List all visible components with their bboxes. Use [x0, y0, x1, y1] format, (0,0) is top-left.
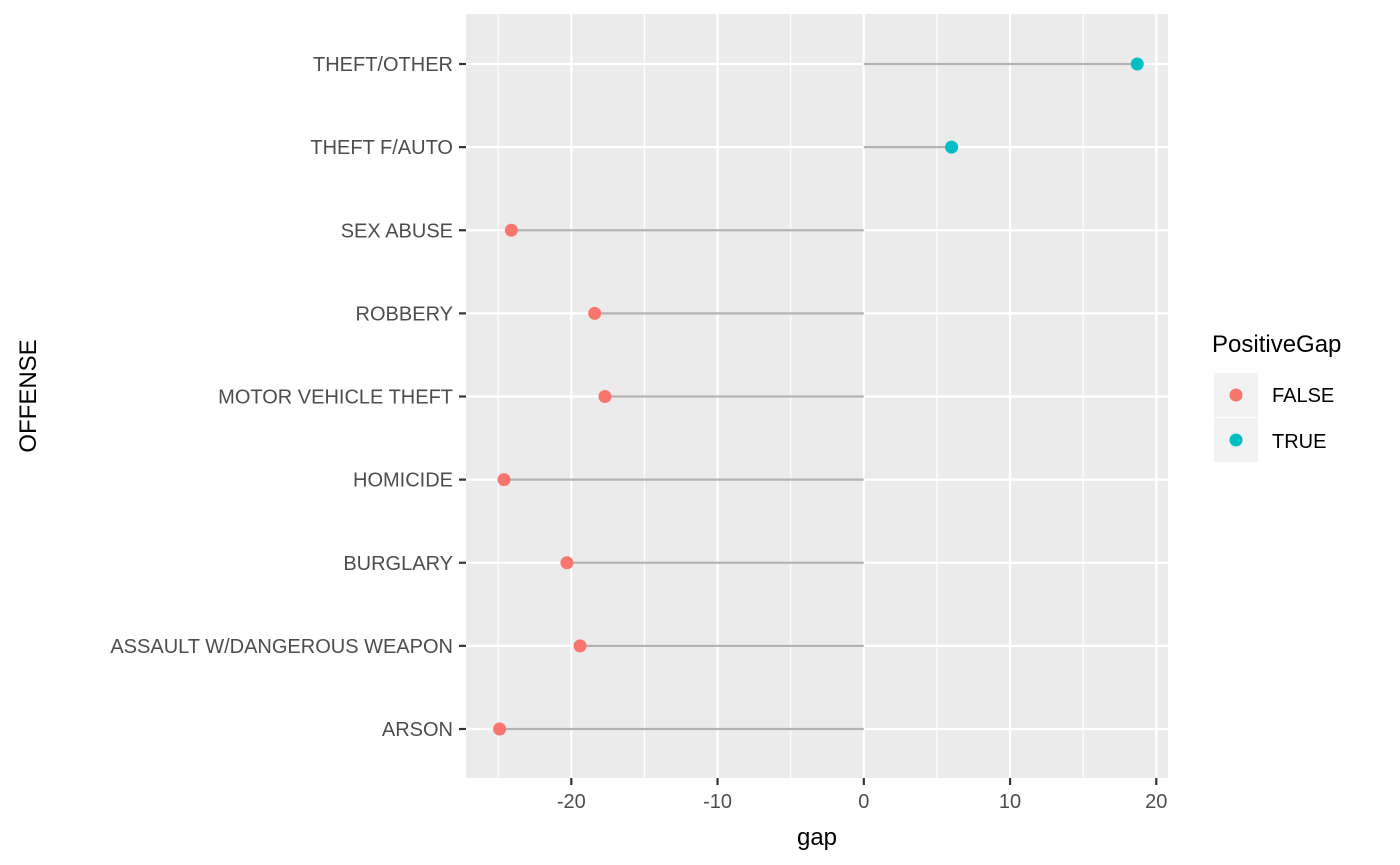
y-tick-label: ROBBERY [356, 303, 453, 325]
legend-title: PositiveGap [1212, 331, 1341, 358]
point-homicide [497, 473, 511, 487]
x-tick-label: 10 [999, 791, 1021, 813]
point-assault-w-dangerous-weapon [573, 639, 587, 653]
legend-point-true [1229, 433, 1243, 447]
point-burglary [560, 556, 574, 570]
point-sex-abuse [504, 223, 518, 237]
point-arson [493, 722, 507, 736]
legend-label-true: TRUE [1272, 431, 1326, 453]
legend-point-false [1229, 388, 1243, 402]
y-tick-label: MOTOR VEHICLE THEFT [218, 387, 453, 409]
y-tick-label: THEFT F/AUTO [310, 137, 453, 159]
data-points [493, 57, 1144, 736]
legend: PositiveGap FALSE TRUE [1212, 331, 1341, 462]
x-axis-title: gap [797, 824, 837, 851]
y-tick-label: ASSAULT W/DANGEROUS WEAPON [110, 636, 453, 658]
y-axis-ticks: THEFT/OTHER THEFT F/AUTO SEX ABUSE ROBBERY M… [110, 54, 466, 741]
y-tick-label: SEX ABUSE [341, 220, 453, 242]
x-tick-label: 0 [858, 791, 869, 813]
x-tick-label: 20 [1145, 791, 1167, 813]
x-tick-label: -10 [703, 791, 732, 813]
point-theft-other [1130, 57, 1144, 71]
point-theft-f-auto [945, 140, 959, 154]
y-axis-title: OFFENSE [15, 339, 42, 452]
y-tick-label: HOMICIDE [353, 470, 453, 492]
point-motor-vehicle-theft [598, 390, 612, 403]
y-tick-label: BURGLARY [343, 553, 453, 575]
point-robbery [588, 306, 602, 320]
y-tick-label: ARSON [382, 719, 453, 741]
y-tick-label: THEFT/OTHER [313, 54, 453, 76]
x-tick-label: -20 [557, 791, 586, 813]
x-axis-ticks: -20 -10 0 10 20 [557, 778, 1167, 813]
legend-label-false: FALSE [1272, 385, 1334, 407]
lollipop-segments [499, 62, 1138, 731]
